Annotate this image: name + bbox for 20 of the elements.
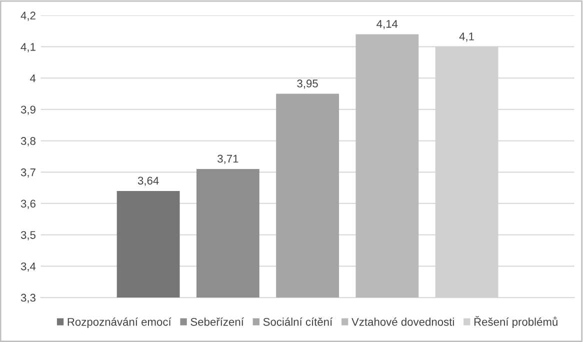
- y-tick-label: 4,2: [20, 12, 36, 21]
- data-label: 3,64: [138, 176, 159, 186]
- y-tick-label: 3,5: [20, 231, 36, 240]
- legend-label: Sociální cítění: [263, 318, 333, 326]
- y-tick-label: 3,4: [20, 262, 36, 272]
- y-tick-label: 3,7: [20, 168, 36, 178]
- data-label: 4,1: [459, 32, 474, 42]
- legend-label: Řešení problémů: [474, 316, 558, 328]
- legend-label: Vztahové dovednosti: [352, 318, 454, 326]
- y-tick-label: 3,8: [20, 137, 36, 146]
- data-label: 3,71: [218, 154, 238, 164]
- y-tick-label: 3,9: [20, 106, 36, 115]
- data-label: 3,95: [297, 80, 318, 89]
- y-tick-label: 4,1: [20, 43, 36, 52]
- y-tick-label: 3,6: [20, 200, 36, 209]
- data-label: 4,14: [376, 20, 398, 30]
- legend-label: Sebeřízení: [190, 318, 244, 326]
- legend-label: Rozpoznávání emocí: [68, 318, 172, 328]
- y-tick-label: 4: [30, 74, 36, 82]
- y-tick-label: 3,3: [20, 294, 36, 303]
